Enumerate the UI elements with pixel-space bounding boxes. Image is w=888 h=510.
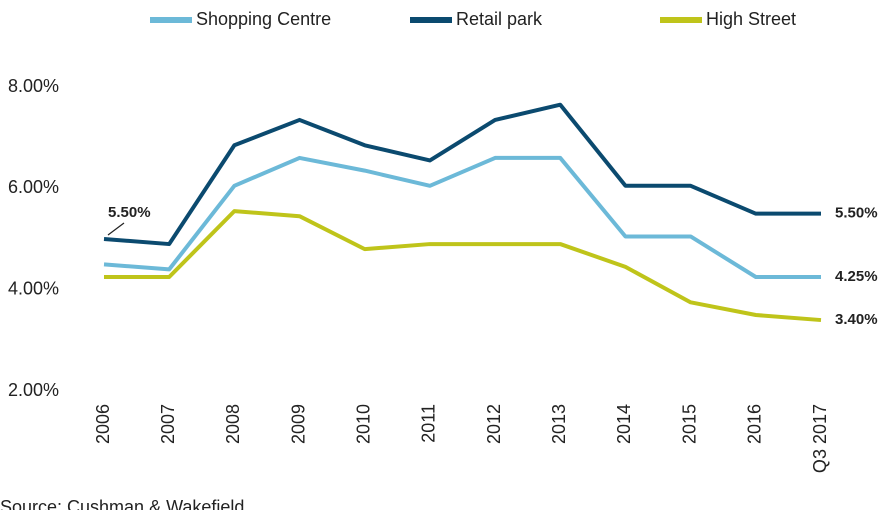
x-tick-label: 2009 — [288, 404, 308, 444]
y-tick-label: 2.00% — [8, 380, 59, 400]
x-tick-label: 2016 — [745, 404, 765, 444]
series-line — [104, 209, 822, 323]
series-line — [103, 155, 821, 279]
y-tick-label: 6.00% — [8, 177, 59, 197]
x-tick-label: 2008 — [223, 404, 243, 444]
annotation: 5.50% — [108, 204, 151, 221]
legend-label: Retail park — [456, 9, 543, 29]
y-tick-label: 8.00% — [8, 76, 59, 96]
x-tick-label: 2011 — [419, 404, 439, 443]
x-tick-label: 2013 — [549, 404, 569, 444]
x-tick-label: 2015 — [679, 404, 699, 444]
x-tick-label: 2007 — [158, 404, 178, 444]
annotation-leader — [107, 222, 125, 236]
legend-label: High Street — [706, 9, 796, 29]
x-tick-label: 2012 — [484, 404, 504, 444]
x-tick-label: 2006 — [93, 404, 113, 444]
x-tick-label: 2014 — [614, 404, 634, 444]
series-line — [103, 102, 821, 247]
value-label: 5.50% — [835, 205, 878, 222]
legend-label: Shopping Centre — [196, 9, 331, 29]
source: Source: Cushman & Wakefield — [0, 497, 244, 510]
y-tick-label: 4.00% — [8, 278, 59, 298]
x-tick-label: 2010 — [353, 404, 373, 444]
x-tick-label: Q3 2017 — [810, 404, 830, 473]
value-label: 3.40% — [835, 311, 878, 328]
value-label: 4.25% — [835, 268, 878, 285]
